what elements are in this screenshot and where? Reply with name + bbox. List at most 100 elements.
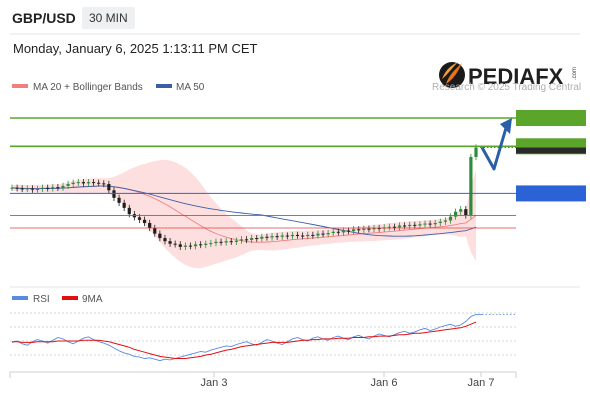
x-axis: Jan 3 Jan 6 Jan 7: [9, 371, 517, 389]
candle-body: [346, 230, 351, 232]
candle-body: [306, 234, 310, 237]
x-tick-label: Jan 7: [468, 377, 495, 389]
rsi-legend-label: RSI: [33, 294, 50, 305]
resistance-label-box: [516, 110, 586, 126]
candle-body: [418, 224, 422, 226]
candle-body: [423, 223, 427, 225]
candle-body: [367, 228, 371, 230]
x-tick-label: Jan 3: [201, 377, 228, 389]
candle-body: [464, 209, 468, 216]
candle-body: [387, 226, 391, 228]
candle-body: [469, 156, 473, 216]
candle-body: [392, 226, 397, 228]
candle-body: [204, 243, 208, 245]
rsi-legend-swatch: [12, 296, 28, 300]
candle-body: [35, 189, 40, 191]
candle-body: [10, 187, 14, 189]
candle-body: [362, 228, 366, 230]
candle-body: [183, 245, 187, 247]
candle-body: [148, 222, 152, 228]
candle-body: [86, 182, 91, 184]
candle-body: [454, 211, 458, 217]
candle-body: [433, 222, 437, 225]
candle-body: [352, 229, 356, 232]
price-plot: [10, 144, 516, 269]
candle-body: [397, 225, 402, 228]
candle-body: [239, 239, 244, 241]
candle-body: [46, 187, 50, 189]
rsi-ma-legend-swatch: [62, 296, 78, 300]
watermark-brand-suffix: .com: [572, 67, 578, 80]
ma50-legend-label: MA 50: [176, 82, 205, 93]
candle-body: [117, 197, 121, 203]
watermark-credit: Research © 2025 Trading Central: [432, 82, 581, 93]
ma50-line: [11, 185, 477, 237]
candle-body: [321, 233, 325, 235]
candle-body: [178, 244, 182, 247]
candle-body: [40, 187, 45, 190]
candle-body: [250, 238, 254, 240]
candle-body: [51, 187, 55, 189]
candle-body: [127, 207, 131, 215]
candle-body: [326, 233, 330, 235]
candle-body: [311, 234, 315, 236]
candle-body: [209, 243, 213, 245]
candle-body: [290, 234, 295, 237]
candle-body: [428, 223, 432, 225]
candle-body: [372, 228, 376, 230]
candle-body: [76, 182, 80, 184]
price-levels: [10, 110, 586, 229]
candle-body: [336, 231, 340, 233]
candle-body: [377, 228, 381, 229]
bollinger-band: [12, 159, 476, 269]
pivot-label-box: [516, 185, 586, 202]
rsi-ma-line: [12, 321, 477, 359]
candle-body: [97, 182, 101, 184]
candle-body: [295, 234, 300, 236]
candle-body: [413, 224, 417, 226]
candle-body: [56, 187, 60, 189]
ma20-legend-swatch: [12, 84, 28, 88]
candle-body: [474, 147, 478, 157]
watermark: PEDIAFX .com Research © 2025 Trading Cen…: [432, 62, 581, 93]
interval-tab[interactable]: 30 MIN: [82, 7, 135, 29]
candle-body: [219, 241, 223, 243]
candle-body: [301, 235, 305, 237]
candle-body: [163, 238, 167, 242]
candle-body: [448, 216, 453, 221]
candle-body: [30, 188, 34, 190]
candle-body: [158, 233, 162, 239]
candle-body: [122, 202, 126, 208]
symbol-label[interactable]: GBP/USD: [12, 10, 76, 26]
candle-body: [341, 230, 346, 233]
candle-body: [280, 235, 284, 237]
candle-body: [438, 221, 442, 223]
candle-body: [66, 184, 70, 186]
ma50-legend-swatch: [156, 84, 172, 88]
forecast-arrow-shaft: [480, 127, 508, 171]
candle-body: [214, 241, 218, 244]
forecast-arrow-head: [500, 118, 512, 134]
candle-body: [443, 220, 448, 222]
candle-body: [142, 219, 147, 223]
x-tick-label: Jan 6: [371, 377, 398, 389]
candle-body: [102, 183, 106, 185]
candle-body: [459, 209, 463, 212]
candle-body: [255, 238, 259, 240]
candle-body: [107, 184, 111, 191]
candle-body: [137, 217, 142, 220]
candle-body: [403, 225, 407, 227]
candle-body: [61, 185, 65, 188]
rsi-plot: [10, 312, 516, 362]
candle-body: [265, 236, 269, 238]
header-bar: GBP/USD 30 MIN: [0, 0, 590, 34]
candle-body: [153, 228, 157, 234]
timestamp: Monday, January 6, 2025 1:13:11 PM CET: [13, 41, 258, 56]
candle-body: [229, 241, 233, 243]
rsi-legend: RSI 9MA: [12, 294, 103, 305]
candle-body: [193, 244, 198, 247]
candle-body: [331, 231, 335, 234]
ma20-legend-label: MA 20 + Bollinger Bands: [33, 82, 143, 93]
